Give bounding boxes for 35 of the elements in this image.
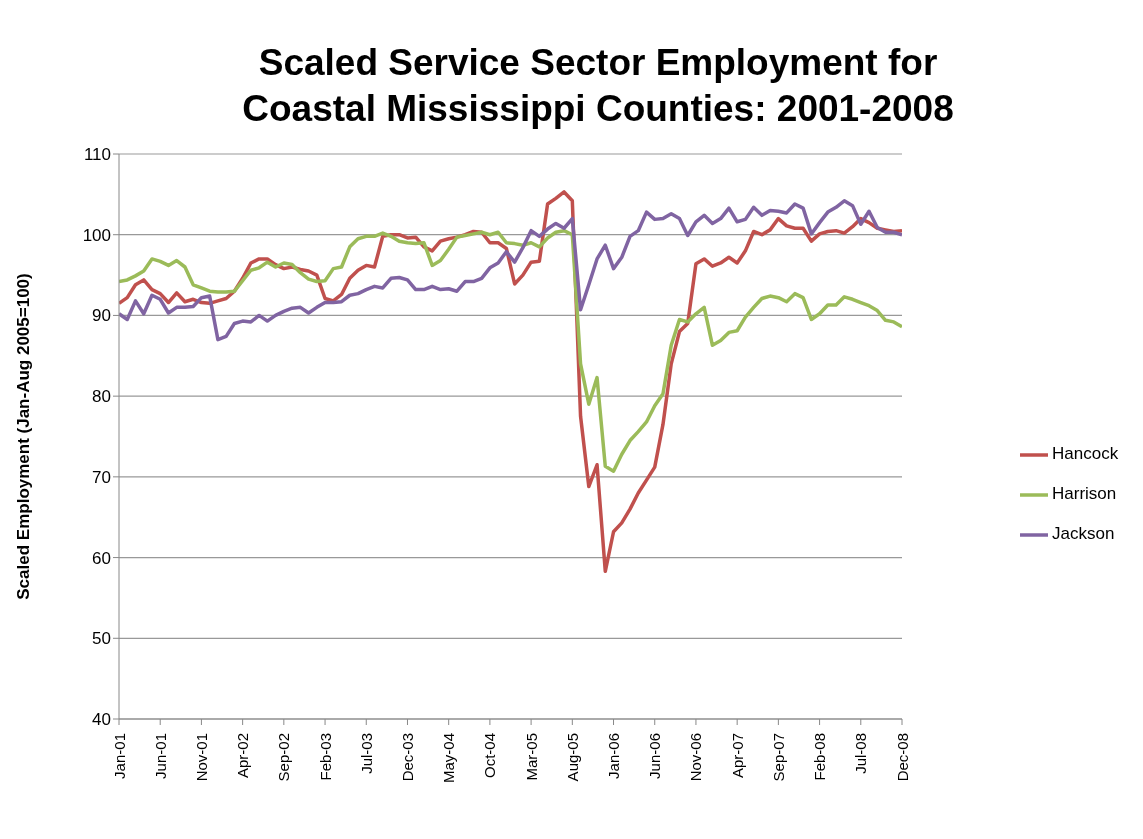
- y-tick-label: 40: [92, 710, 111, 730]
- x-tick-label: Nov-06: [687, 733, 705, 782]
- y-axis-title: Scaled Employment (Jan-Aug 2005=100): [14, 273, 34, 600]
- legend-label: Hancock: [1052, 444, 1119, 463]
- x-tick-label: Dec-03: [398, 733, 416, 782]
- x-tick-label: Sep-02: [275, 733, 293, 782]
- x-tick-label: Dec-08: [893, 733, 911, 782]
- x-tick-label: Jun-06: [646, 733, 664, 779]
- x-tick-label: Aug-05: [563, 733, 581, 782]
- y-tick-label: 60: [92, 548, 111, 568]
- x-tick-label: Jan-01: [110, 733, 128, 779]
- x-tick-label: Jun-01: [151, 733, 169, 779]
- chart-title: Scaled Service Sector Employment for Coastal Mississippi Counties: 2001-2008: [241, 41, 955, 131]
- x-tick-label: Jul-03: [357, 733, 375, 774]
- x-tick-label: May-04: [440, 733, 458, 784]
- x-tick-label: Jul-08: [852, 733, 870, 774]
- y-tick-label: 110: [83, 145, 111, 165]
- legend-label: Jackson: [1052, 524, 1115, 543]
- x-tick-label: Mar-05: [522, 733, 540, 781]
- x-tick-label: Apr-07: [728, 733, 746, 779]
- x-tick-label: Apr-02: [234, 733, 252, 779]
- x-tick-label: Jan-06: [605, 733, 623, 779]
- y-tick-label: 90: [92, 306, 111, 326]
- x-tick-label: Oct-04: [481, 733, 499, 779]
- y-tick-label: 70: [92, 467, 111, 487]
- line-series: [119, 199, 902, 342]
- legend-label: Harrison: [1052, 484, 1117, 503]
- y-tick-label: 100: [82, 225, 111, 245]
- x-tick-label: Nov-01: [192, 733, 210, 782]
- x-tick-label: Feb-08: [811, 733, 829, 781]
- x-tick-label: Feb-03: [316, 733, 334, 781]
- y-tick-label: 50: [92, 629, 111, 649]
- y-tick-label: 80: [92, 387, 111, 407]
- x-tick-label: Sep-07: [769, 733, 787, 782]
- line-series: [119, 228, 902, 473]
